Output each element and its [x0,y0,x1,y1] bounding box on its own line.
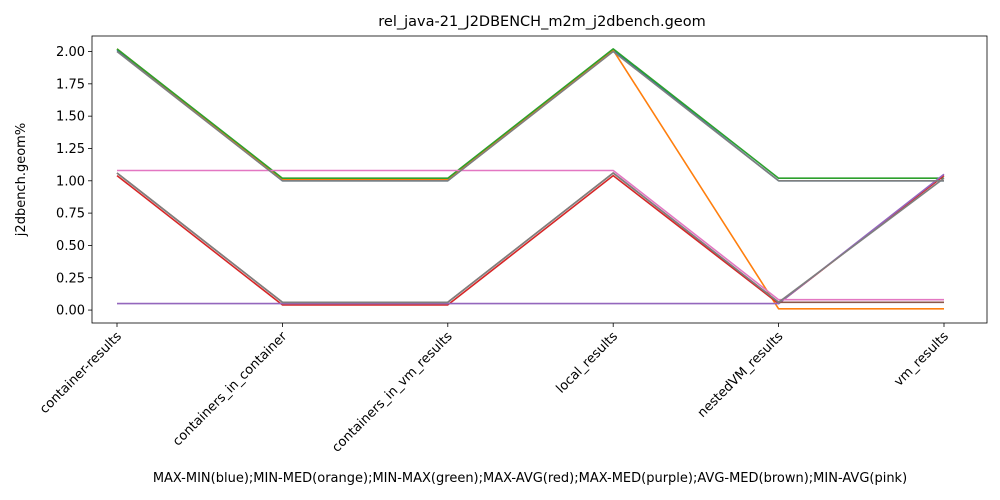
y-tick-label: 0.00 [56,304,85,319]
series-line-2 [116,48,944,179]
y-tick-label: 0.25 [56,271,85,286]
plot-frame [91,35,988,324]
y-tick-label: 2.00 [56,45,85,60]
series-line-1 [116,48,944,310]
y-tick-label: 1.50 [56,110,85,125]
y-tick-label: 0.50 [56,239,85,254]
x-axis-label: MAX-MIN(blue);MIN-MED(orange);MIN-MAX(gr… [153,471,907,486]
y-tick-label: 1.75 [56,77,85,92]
series-line-7 [116,50,944,182]
y-axis-label: j2dbench.geom% [14,123,29,237]
series-layer [116,48,945,310]
series-line-8 [116,172,945,304]
series-line-6 [117,169,944,301]
y-tick-label: 0.75 [56,207,85,222]
y-tick-label: 1.00 [56,174,85,189]
y-axis: 0.00 0.25 0.50 0.75 1.00 1.25 1.50 1.75 2.00 [56,45,92,319]
chart-title: rel_java-21_J2DBENCH_m2m_j2dbench.geom [378,14,705,30]
y-tick-label: 1.25 [56,142,85,157]
